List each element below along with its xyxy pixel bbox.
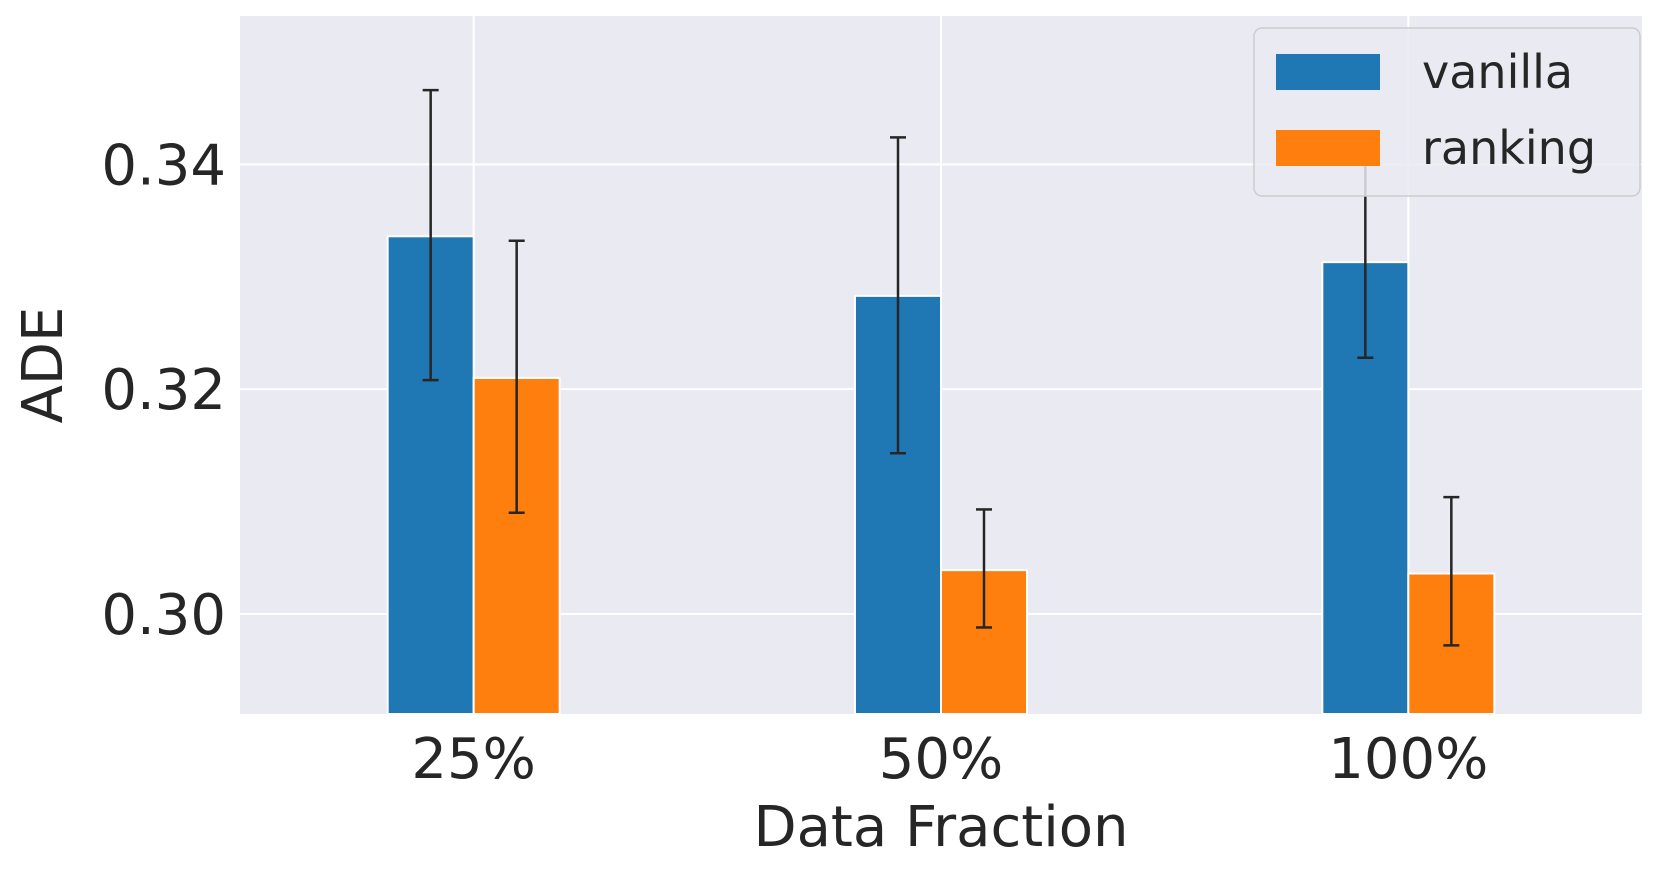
y-tick-label: 0.30 xyxy=(101,583,226,648)
legend-swatch-ranking xyxy=(1276,130,1380,166)
y-tick-label: 0.34 xyxy=(101,133,226,198)
x-axis-label: Data Fraction xyxy=(753,795,1128,860)
legend-swatch-vanilla xyxy=(1276,54,1380,90)
y-tick-labels: 0.30 0.32 0.34 xyxy=(101,133,226,648)
x-tick-label: 25% xyxy=(411,727,535,792)
legend: vanilla ranking xyxy=(1253,27,1641,197)
legend-label-vanilla: vanilla xyxy=(1422,45,1573,99)
y-tick-label: 0.32 xyxy=(101,358,226,423)
x-tick-label: 100% xyxy=(1328,727,1488,792)
legend-label-ranking: ranking xyxy=(1422,121,1596,175)
y-axis-label: ADE xyxy=(11,307,76,424)
x-tick-label: 50% xyxy=(879,727,1003,792)
x-tick-labels: 25% 50% 100% xyxy=(411,727,1488,792)
